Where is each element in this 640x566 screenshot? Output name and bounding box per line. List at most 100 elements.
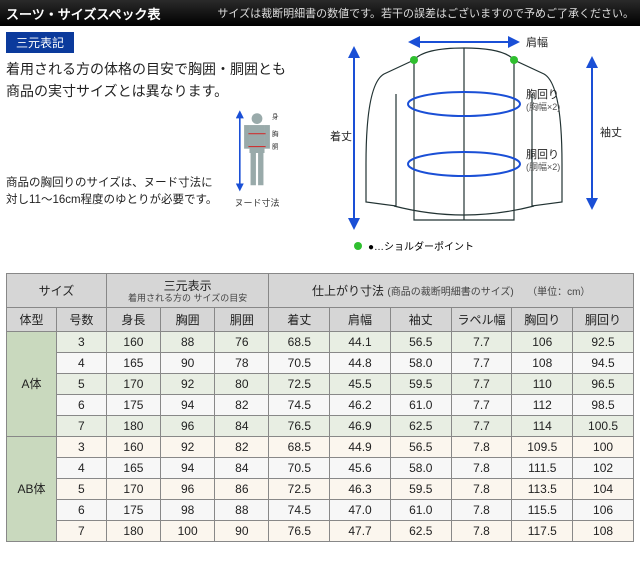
- cell: 62.5: [390, 520, 451, 541]
- bodytype-cell: A体: [7, 331, 57, 436]
- cell: 115.5: [512, 499, 573, 520]
- cell: 165: [106, 352, 160, 373]
- cell: 108: [573, 520, 634, 541]
- cell: 84: [215, 415, 269, 436]
- cell: 74.5: [269, 394, 330, 415]
- cell: 88: [215, 499, 269, 520]
- human-icon: 身長 胸囲 胴囲: [235, 110, 279, 196]
- cell: 6: [56, 394, 106, 415]
- svg-text:(胴幅×2): (胴幅×2): [526, 161, 560, 172]
- cell: 96.5: [573, 373, 634, 394]
- cell: 72.5: [269, 373, 330, 394]
- svg-text:胸回り: 胸回り: [526, 87, 559, 101]
- cell: 109.5: [512, 436, 573, 457]
- cell: 76.5: [269, 415, 330, 436]
- svg-text:身長: 身長: [272, 112, 279, 121]
- col-身長: 身長: [106, 307, 160, 331]
- table-row: 7180968476.546.962.57.7114100.5: [7, 415, 634, 436]
- svg-text:着丈: 着丈: [330, 129, 352, 143]
- title-text: スーツ・サイズスペック表: [6, 4, 160, 23]
- cell: 7.7: [451, 373, 512, 394]
- cell: 84: [215, 457, 269, 478]
- cell: 4: [56, 457, 106, 478]
- cell: 4: [56, 352, 106, 373]
- col-labels-row: 体型号数身長胸囲胴囲着丈肩幅袖丈ラペル幅胸回り胴回り: [7, 307, 634, 331]
- cell: 180: [106, 520, 160, 541]
- cell: 102: [573, 457, 634, 478]
- svg-text:胸囲: 胸囲: [272, 129, 279, 138]
- bodytype-cell: AB体: [7, 436, 57, 541]
- col-袖丈: 袖丈: [390, 307, 451, 331]
- cell: 175: [106, 499, 160, 520]
- table-row: 6175988874.547.061.07.8115.5106: [7, 499, 634, 520]
- col-胴回り: 胴回り: [573, 307, 634, 331]
- cell: 61.0: [390, 394, 451, 415]
- table-row: 5170968672.546.359.57.8113.5104: [7, 478, 634, 499]
- col-肩幅: 肩幅: [330, 307, 391, 331]
- cell: 100: [573, 436, 634, 457]
- cell: 59.5: [390, 373, 451, 394]
- cell: 98: [161, 499, 215, 520]
- hdr-sangen: 三元表示 着用される方の サイズの目安: [106, 274, 269, 308]
- cell: 5: [56, 373, 106, 394]
- cell: 92: [161, 373, 215, 394]
- cell: 3: [56, 436, 106, 457]
- cell: 62.5: [390, 415, 451, 436]
- col-号数: 号数: [56, 307, 106, 331]
- hdr-fin: 仕上がり寸法 (商品の裁断明細書のサイズ) （単位：cm）: [269, 274, 634, 308]
- cell: 44.8: [330, 352, 391, 373]
- cell: 94.5: [573, 352, 634, 373]
- hdr-size: サイズ: [7, 274, 107, 308]
- cell: 44.1: [330, 331, 391, 352]
- table-row: AB体3160928268.544.956.57.8109.5100: [7, 436, 634, 457]
- cell: 7.7: [451, 415, 512, 436]
- svg-text:胴回り: 胴回り: [526, 148, 559, 161]
- cell: 5: [56, 478, 106, 499]
- cell: 96: [161, 415, 215, 436]
- table-head: サイズ 三元表示 着用される方の サイズの目安 仕上がり寸法 (商品の裁断明細書…: [7, 274, 634, 332]
- cell: 114: [512, 415, 573, 436]
- cell: 45.6: [330, 457, 391, 478]
- cell: 160: [106, 436, 160, 457]
- cell: 46.3: [330, 478, 391, 499]
- table-row: 4165948470.545.658.07.8111.5102: [7, 457, 634, 478]
- cell: 58.0: [390, 457, 451, 478]
- svg-text:(胸幅×2): (胸幅×2): [526, 101, 560, 112]
- cell: 56.5: [390, 331, 451, 352]
- cell: 47.0: [330, 499, 391, 520]
- table-row: 71801009076.547.762.57.8117.5108: [7, 520, 634, 541]
- cell: 44.9: [330, 436, 391, 457]
- note-text: 商品の胸回りのサイズは、ヌード寸法に対し11～16cm程度のゆとりが必要です。: [6, 175, 222, 210]
- cell: 7.8: [451, 520, 512, 541]
- cell: 90: [161, 352, 215, 373]
- cell: 94: [161, 394, 215, 415]
- cell: 61.0: [390, 499, 451, 520]
- table-row: 5170928072.545.559.57.711096.5: [7, 373, 634, 394]
- table-body: A体3160887668.544.156.57.710692.541659078…: [7, 331, 634, 541]
- cell: 92: [161, 436, 215, 457]
- cell: 7: [56, 520, 106, 541]
- cell: 68.5: [269, 436, 330, 457]
- cell: 7.8: [451, 499, 512, 520]
- cell: 90: [215, 520, 269, 541]
- cell: 7.7: [451, 331, 512, 352]
- cell: 7: [56, 415, 106, 436]
- cell: 100: [161, 520, 215, 541]
- cell: 106: [573, 499, 634, 520]
- cell: 94: [161, 457, 215, 478]
- nude-caption: ヌード寸法: [234, 198, 279, 208]
- cell: 96: [161, 478, 215, 499]
- cell: 58.0: [390, 352, 451, 373]
- cell: 110: [512, 373, 573, 394]
- cell: 117.5: [512, 520, 573, 541]
- cell: 70.5: [269, 457, 330, 478]
- cell: 165: [106, 457, 160, 478]
- title-note: サイズは裁断明細書の数値です。若干の誤差はございますので予めご了承ください。: [217, 5, 634, 21]
- cell: 175: [106, 394, 160, 415]
- svg-text:袖丈: 袖丈: [600, 125, 622, 139]
- cell: 70.5: [269, 352, 330, 373]
- cell: 82: [215, 394, 269, 415]
- table-row: A体3160887668.544.156.57.710692.5: [7, 331, 634, 352]
- cell: 56.5: [390, 436, 451, 457]
- cell: 76.5: [269, 520, 330, 541]
